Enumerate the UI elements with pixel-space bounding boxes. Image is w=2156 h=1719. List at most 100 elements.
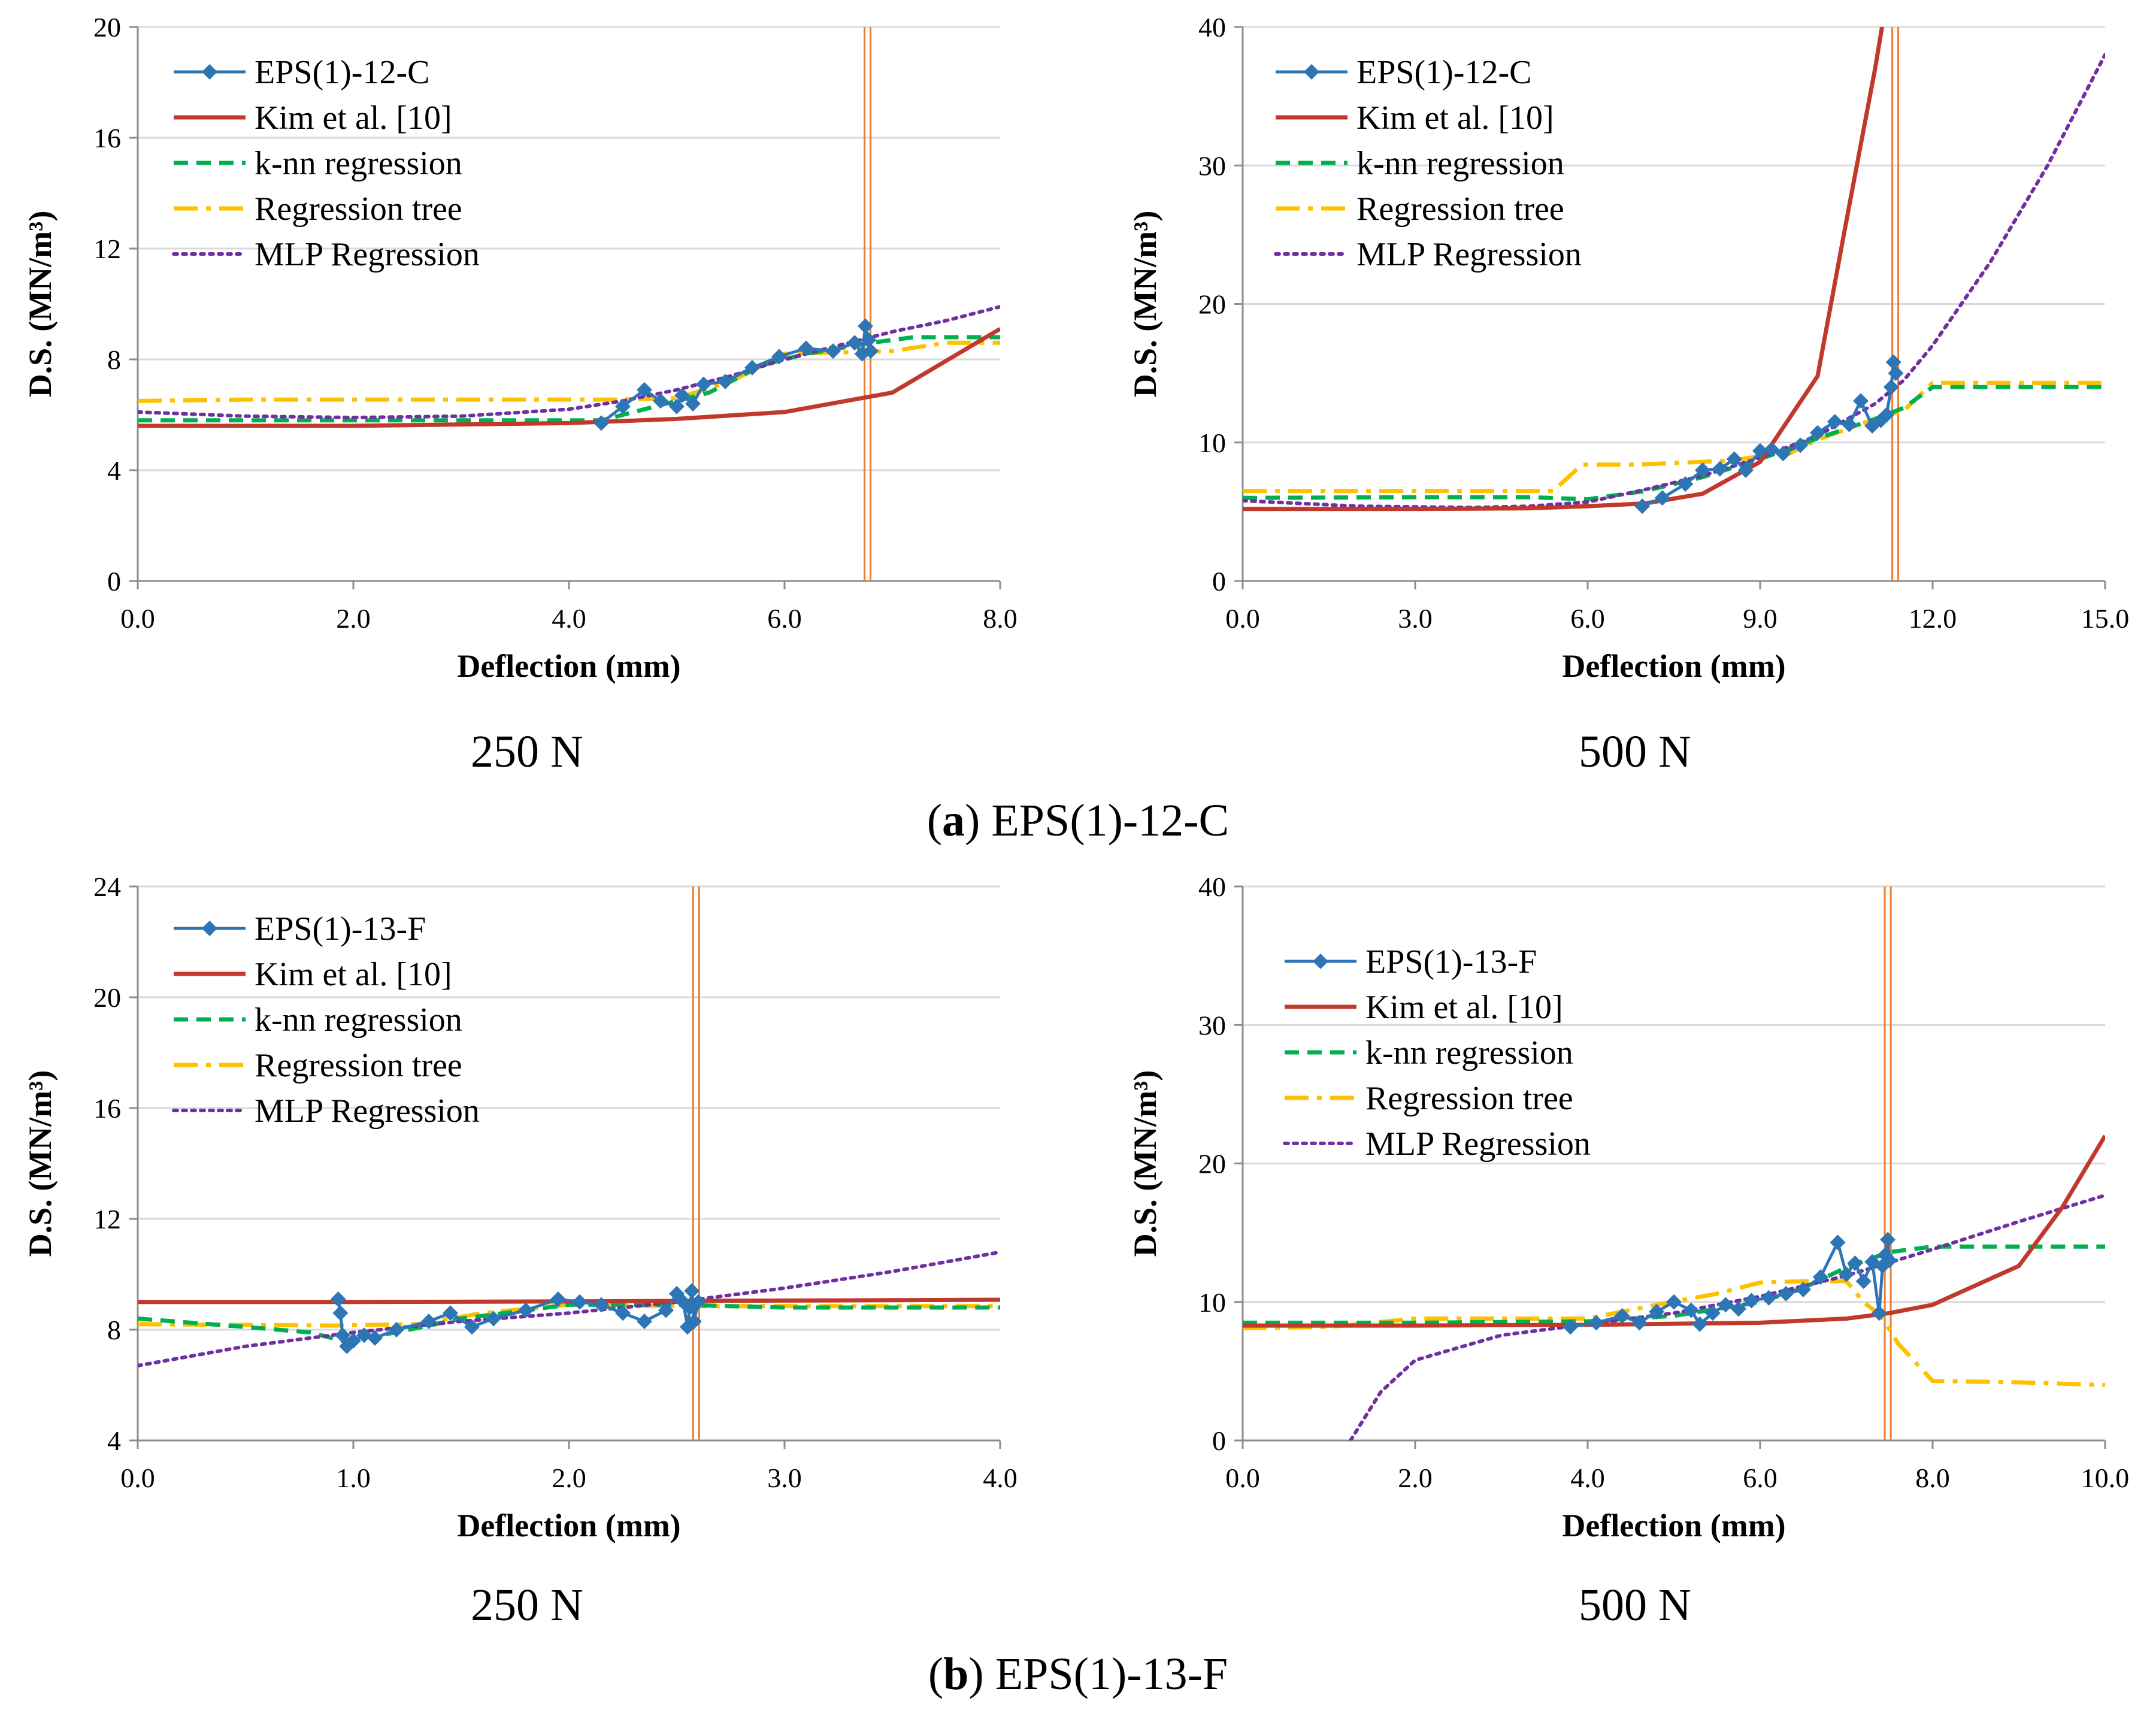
y-axis-title: D.S. (MN/m³): [1127, 1070, 1163, 1257]
data-point-marker: [637, 1314, 652, 1330]
caption-b-text: EPS(1)-13-F: [995, 1649, 1228, 1699]
series-line-knn: [1243, 385, 2105, 502]
data-point-marker: [1761, 1290, 1777, 1306]
data-point-marker: [1731, 1301, 1746, 1317]
data-point-marker: [1839, 1266, 1854, 1282]
series-line-mlp: [1349, 1193, 2105, 1440]
data-point-marker: [486, 1311, 501, 1327]
y-tick-label: 8: [107, 344, 121, 375]
x-axis-title: Deflection (mm): [457, 648, 680, 684]
data-point-marker: [464, 1319, 480, 1335]
data-point-marker: [658, 1302, 674, 1318]
data-point-marker: [686, 1314, 702, 1330]
legend-label-tree: Regression tree: [1356, 190, 1564, 228]
data-point-marker: [637, 382, 652, 398]
y-tick-label: 20: [93, 982, 121, 1013]
data-point-marker: [332, 1305, 349, 1321]
data-point-marker: [744, 359, 760, 376]
chart-a-500n: 0 10 20 30 40 0.0 3.0 6.0 9.0 12.0 15.0 Deflection …: [1127, 12, 2129, 684]
data-point-marker: [669, 398, 685, 414]
data-point-marker: [696, 376, 711, 392]
x-tick-label: 3.0: [767, 1463, 802, 1493]
data-point-marker: [593, 1297, 609, 1313]
y-tick-label: 8: [107, 1315, 121, 1345]
x-tick-label: 6.0: [1570, 603, 1605, 634]
x-tick-label: 6.0: [767, 603, 802, 634]
y-tick-label: 16: [93, 123, 121, 153]
legend-marker: [202, 64, 217, 80]
data-point-marker: [1830, 1234, 1846, 1251]
legend-label-kim: Kim et al. [10]: [1356, 99, 1554, 137]
legend-marker: [202, 921, 217, 936]
y-tick-label: 12: [93, 234, 121, 264]
legend-label-kim: Kim et al. [10]: [1365, 989, 1563, 1026]
legend-marker: [1304, 64, 1319, 80]
data-point-marker: [518, 1302, 534, 1318]
data-point-marker: [572, 1294, 588, 1310]
x-tick-label: 0.0: [120, 603, 155, 634]
legend-label-tree: Regression tree: [255, 1047, 462, 1084]
data-point-marker: [1563, 1319, 1579, 1335]
y-tick-label: 4: [107, 455, 121, 486]
data-point-marker: [653, 393, 668, 409]
data-point-marker: [443, 1305, 458, 1321]
x-tick-label: 10.0: [2081, 1463, 2130, 1493]
series-group: [138, 305, 1000, 431]
legend-label-kim: Kim et al. [10]: [255, 99, 452, 137]
data-point-marker: [367, 1330, 383, 1346]
data-point-marker: [1871, 1305, 1887, 1321]
legend-label-tree: Regression tree: [255, 190, 462, 228]
series-group: [138, 1250, 1000, 1368]
chart-b-500n: 0 10 20 30 40 0.0 2.0 4.0 6.0 8.0 10.0 Deflection (…: [1127, 871, 2129, 1544]
data-point-marker: [1810, 425, 1825, 441]
x-tick-label: 3.0: [1398, 603, 1433, 634]
x-tick-label: 9.0: [1743, 603, 1778, 634]
data-point-marker: [1847, 1255, 1863, 1271]
caption-b-letter: b: [943, 1649, 968, 1699]
data-point-marker: [798, 340, 814, 356]
series-line-kim: [1243, 27, 1885, 512]
data-point-marker: [1634, 498, 1651, 515]
series-line-knn: [138, 335, 1000, 423]
series-group: [1243, 1134, 2105, 1440]
series-line-tree: [1243, 1279, 2105, 1387]
data-point-marker: [1743, 1293, 1760, 1309]
panel-label-b-250n: 250 N: [471, 1580, 583, 1630]
data-point-marker: [1885, 354, 1901, 370]
data-point-marker: [1882, 1252, 1897, 1269]
legend-label-measured: EPS(1)-12-C: [255, 54, 429, 91]
x-tick-label: 2.0: [1398, 1463, 1433, 1493]
data-point-marker: [861, 332, 877, 348]
data-point-marker: [1677, 476, 1694, 492]
data-point-marker: [1880, 1231, 1896, 1248]
caption-a: (a) EPS(1)-12-C: [927, 795, 1230, 846]
chart-a-250n: 0 4 8 12 16 20 0.0 2.0 4.0 6.0 8.0 Deflection (mm) D…: [22, 12, 1018, 684]
data-point-marker: [1712, 461, 1728, 477]
data-point-marker: [1792, 437, 1809, 453]
data-point-marker: [1752, 443, 1768, 459]
y-tick-label: 4: [107, 1426, 121, 1456]
data-point-marker: [1738, 462, 1754, 478]
data-point-marker: [1692, 1316, 1708, 1332]
data-point-marker: [346, 1333, 361, 1349]
legend-label-mlp: MLP Regression: [1356, 236, 1582, 273]
x-axis-title: Deflection (mm): [1562, 648, 1785, 684]
x-axis-title: Deflection (mm): [457, 1508, 680, 1544]
legend-label-measured: EPS(1)-12-C: [1356, 54, 1531, 91]
legend-label-mlp: MLP Regression: [255, 1092, 480, 1130]
legend-label-mlp: MLP Regression: [1365, 1125, 1591, 1163]
y-axis-title: D.S. (MN/m³): [22, 211, 58, 398]
data-point-marker: [1704, 1305, 1721, 1321]
data-point-marker: [771, 349, 787, 365]
y-axis-title: D.S. (MN/m³): [1127, 211, 1163, 398]
x-tick-label: 1.0: [336, 1463, 371, 1493]
data-point-marker: [1666, 1294, 1682, 1310]
data-point-marker: [356, 1327, 372, 1343]
y-tick-label: 20: [1198, 289, 1226, 320]
panel-label-a-250n: 250 N: [471, 727, 583, 777]
legend-label-measured: EPS(1)-13-F: [255, 910, 426, 948]
caption-a-text: EPS(1)-12-C: [991, 795, 1229, 846]
y-tick-label: 30: [1198, 150, 1226, 181]
series-line-knn: [138, 1302, 1000, 1343]
